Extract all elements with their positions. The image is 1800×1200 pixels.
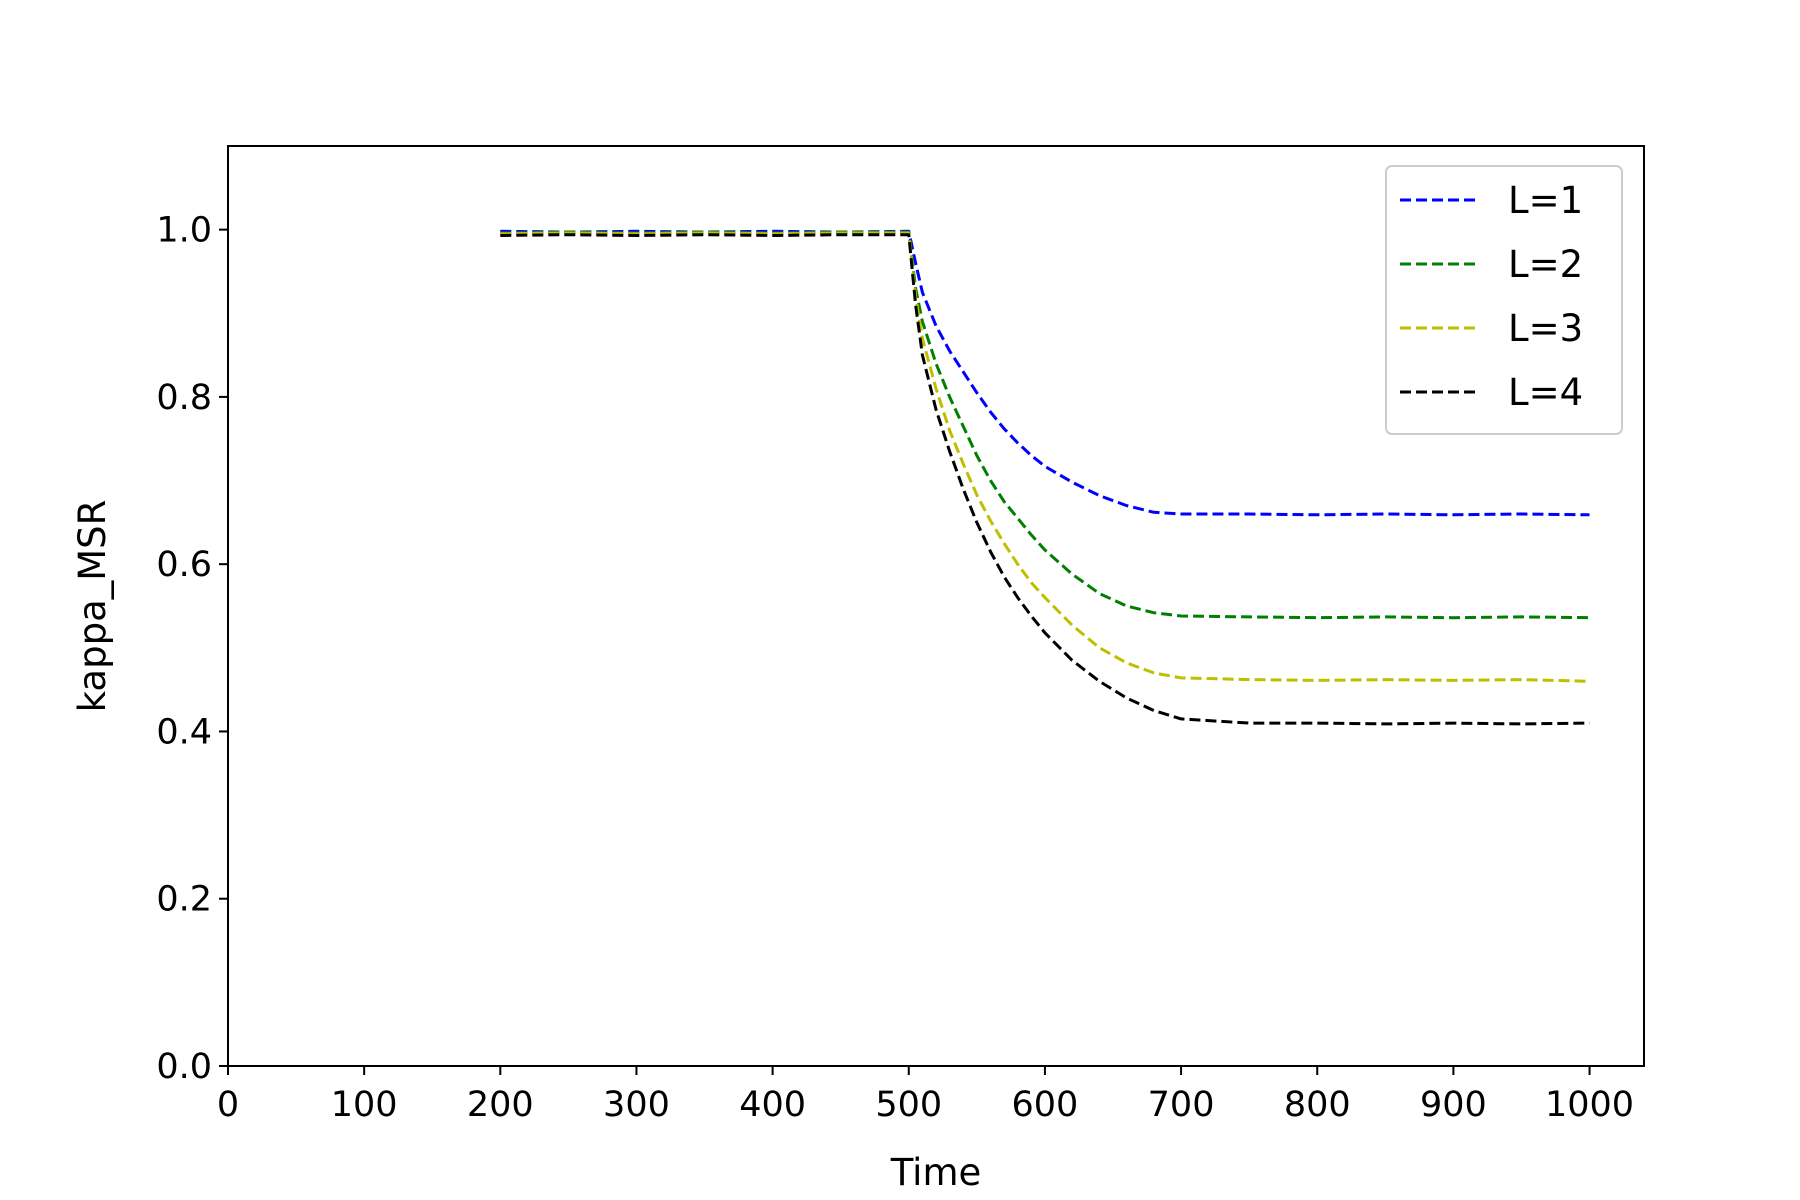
x-tick-label: 800 xyxy=(1284,1085,1351,1125)
legend: L=1 L=2 L=3 L=4 xyxy=(1385,165,1623,435)
series-line-1 xyxy=(500,229,1590,517)
y-axis: 0.0 0.2 0.4 0.6 0.8 1.0 xyxy=(156,211,228,1087)
y-tick-label: 0.0 xyxy=(156,1047,212,1087)
x-tick-label: 200 xyxy=(467,1085,534,1125)
y-axis-label: kappa_MSR xyxy=(71,500,114,713)
legend-label: L=2 xyxy=(1508,243,1583,286)
series-line-4 xyxy=(500,233,1590,726)
series-line-3 xyxy=(500,231,1590,683)
x-tick-label: 300 xyxy=(603,1085,670,1125)
plot-lines xyxy=(500,229,1590,726)
x-axis: 0 100 200 300 400 500 600 700 800 900 1000 xyxy=(217,1066,1634,1125)
x-tick-label: 0 xyxy=(217,1085,239,1125)
y-tick-label: 0.6 xyxy=(156,545,212,585)
plot-frame xyxy=(227,145,1645,1067)
x-tick-label: 400 xyxy=(739,1085,806,1125)
legend-label: L=3 xyxy=(1508,307,1583,350)
legend-box xyxy=(1385,165,1623,435)
x-tick-label: 500 xyxy=(875,1085,942,1125)
x-tick-label: 700 xyxy=(1148,1085,1215,1125)
y-tick-label: 0.2 xyxy=(156,880,212,920)
legend-items: L=1 L=2 L=3 L=4 xyxy=(1400,179,1583,414)
x-tick-label: 900 xyxy=(1420,1085,1487,1125)
y-tick-label: 0.8 xyxy=(156,378,212,418)
y-tick-label: 0.4 xyxy=(156,712,212,752)
x-tick-label: 100 xyxy=(331,1085,398,1125)
x-tick-label: 1000 xyxy=(1545,1085,1634,1125)
series-line-2 xyxy=(500,230,1590,620)
x-tick-label: 600 xyxy=(1012,1085,1079,1125)
y-tick-label: 1.0 xyxy=(156,211,212,251)
legend-label: L=1 xyxy=(1508,179,1583,222)
x-axis-label: Time xyxy=(890,1151,982,1194)
legend-label: L=4 xyxy=(1508,371,1583,414)
